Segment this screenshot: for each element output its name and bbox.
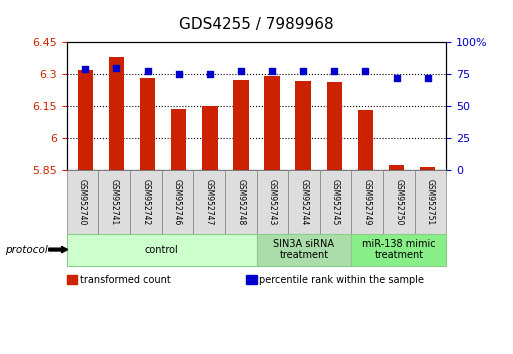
Text: GSM952747: GSM952747 <box>205 178 213 225</box>
Text: GSM952741: GSM952741 <box>110 179 119 225</box>
Point <box>361 68 369 73</box>
Text: GSM952744: GSM952744 <box>300 178 308 225</box>
Point <box>392 75 401 81</box>
Text: miR-138 mimic
treatment: miR-138 mimic treatment <box>362 239 436 261</box>
Point <box>112 65 121 71</box>
Text: GSM952746: GSM952746 <box>173 178 182 225</box>
Text: percentile rank within the sample: percentile rank within the sample <box>259 275 424 285</box>
Bar <box>326 82 342 170</box>
Text: control: control <box>145 245 179 255</box>
Point <box>144 68 152 73</box>
Point <box>81 67 89 72</box>
Bar <box>171 109 187 170</box>
Text: transformed count: transformed count <box>80 275 170 285</box>
Text: GSM952743: GSM952743 <box>268 178 277 225</box>
Text: GSM952745: GSM952745 <box>331 178 340 225</box>
Text: GSM952742: GSM952742 <box>141 179 150 225</box>
Text: SIN3A siRNA
treatment: SIN3A siRNA treatment <box>273 239 334 261</box>
Point <box>237 68 245 73</box>
Bar <box>109 57 124 170</box>
Point <box>299 68 307 73</box>
Bar <box>202 106 218 170</box>
Text: GSM952740: GSM952740 <box>78 178 87 225</box>
Bar <box>77 70 93 170</box>
Point <box>206 72 214 77</box>
Bar <box>295 81 311 170</box>
Bar <box>233 80 249 170</box>
Bar <box>140 78 155 170</box>
Point <box>424 75 432 81</box>
Text: protocol: protocol <box>5 245 48 255</box>
Point <box>268 68 276 73</box>
Text: GSM952750: GSM952750 <box>394 178 403 225</box>
Bar <box>264 76 280 170</box>
Bar <box>389 165 404 170</box>
Bar <box>358 110 373 170</box>
Text: GSM952749: GSM952749 <box>363 178 372 225</box>
Point <box>330 68 339 73</box>
Point <box>174 72 183 77</box>
Bar <box>420 167 436 170</box>
Text: GSM952751: GSM952751 <box>426 179 435 225</box>
Text: GSM952748: GSM952748 <box>236 179 245 225</box>
Text: GDS4255 / 7989968: GDS4255 / 7989968 <box>179 17 334 32</box>
